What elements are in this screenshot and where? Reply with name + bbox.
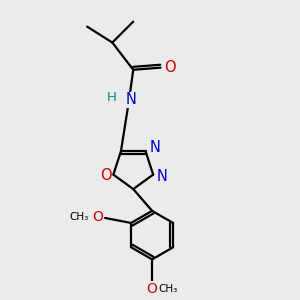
Text: N: N	[126, 92, 136, 107]
Text: N: N	[149, 140, 160, 155]
Text: N: N	[157, 169, 168, 184]
Text: CH₃: CH₃	[158, 284, 178, 294]
Text: CH₃: CH₃	[70, 212, 89, 222]
Text: O: O	[100, 168, 112, 183]
Text: H: H	[106, 91, 116, 104]
Text: O: O	[92, 210, 103, 224]
Text: O: O	[147, 282, 158, 296]
Text: O: O	[164, 60, 176, 75]
